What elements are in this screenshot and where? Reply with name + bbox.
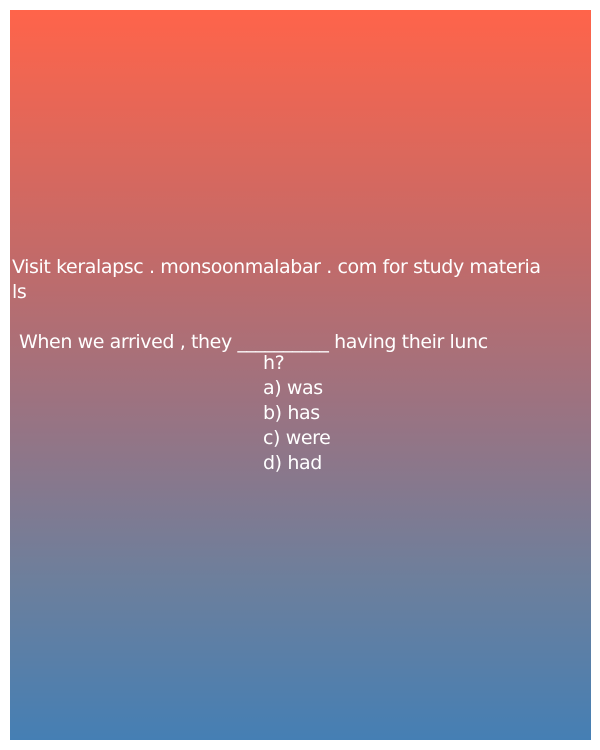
- answer-options: a) was b) has c) were d) had: [263, 376, 331, 476]
- question-text-line-2: h?: [263, 352, 285, 374]
- question-text-line-1: When we arrived , they __________ having…: [19, 331, 488, 353]
- option-c: c) were: [263, 427, 331, 449]
- source-text-line-1: Visit keralapsc . monsoonmalabar . com f…: [12, 256, 541, 278]
- source-text-line-2: ls: [12, 281, 27, 303]
- question-card: Visit keralapsc . monsoonmalabar . com f…: [10, 10, 591, 740]
- option-a: a) was: [263, 377, 323, 399]
- option-d: d) had: [263, 452, 322, 474]
- option-b: b) has: [263, 402, 320, 424]
